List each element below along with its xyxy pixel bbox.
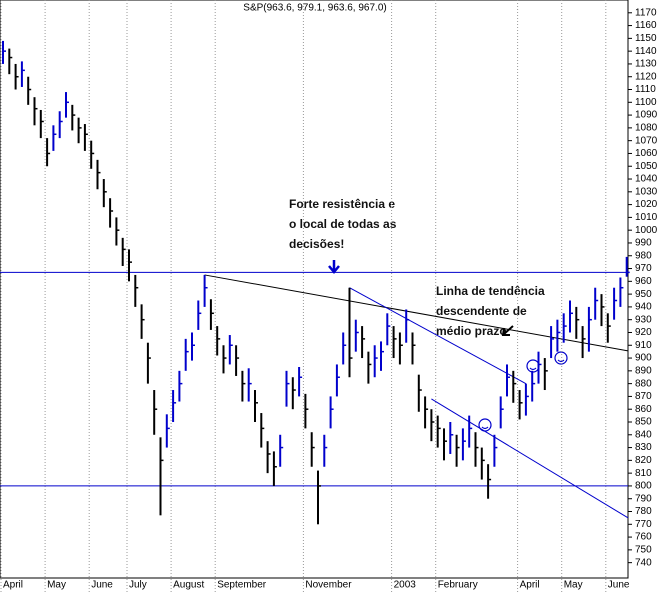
x-tick-label: June	[91, 580, 113, 591]
y-tick-label: 980	[635, 250, 652, 261]
y-tick-label: 920	[635, 327, 652, 338]
x-tick-label: May	[47, 580, 66, 591]
x-tick-label: June	[608, 580, 630, 591]
x-tick-label: July	[129, 580, 147, 591]
y-tick-label: 1010	[635, 212, 658, 223]
y-tick-label: 810	[635, 468, 652, 479]
y-tick-label: 1140	[635, 46, 657, 57]
y-tick-label: 1050	[635, 161, 658, 172]
y-tick-label: 1100	[635, 97, 657, 108]
y-tick-label: 990	[635, 238, 652, 249]
plot-frame	[0, 0, 629, 579]
y-tick-label: 1160	[635, 20, 657, 31]
y-tick-label: 950	[635, 289, 652, 300]
y-tick-label: 1070	[635, 135, 658, 146]
y-tick-label: 790	[635, 493, 652, 504]
x-tick-label: August	[173, 580, 204, 591]
y-tick-label: 970	[635, 263, 652, 274]
y-tick-label: 800	[635, 481, 652, 492]
annotation: descendente de	[436, 304, 527, 318]
y-tick-label: 750	[635, 545, 652, 556]
annotation: médio prazo	[436, 324, 507, 338]
annotation: Linha de tendência	[436, 284, 545, 298]
x-tick-label: April	[520, 580, 540, 591]
y-tick-label: 1120	[635, 71, 657, 82]
annotation: decisões!	[289, 237, 344, 251]
y-tick-label: 760	[635, 532, 652, 543]
x-tick-label: May	[564, 580, 583, 591]
y-tick-label: 1030	[635, 186, 658, 197]
y-tick-label: 770	[635, 519, 652, 530]
y-tick-label: 1110	[635, 84, 656, 95]
y-tick-label: 860	[635, 404, 652, 415]
x-tick-label: November	[305, 580, 352, 591]
y-tick-label: 850	[635, 417, 652, 428]
trend-line	[431, 398, 629, 519]
y-tick-label: 1090	[635, 110, 658, 121]
y-tick-label: 780	[635, 506, 652, 517]
y-tick-label: 1080	[635, 123, 658, 134]
x-tick-label: April	[3, 580, 23, 591]
x-tick-label: February	[438, 580, 478, 591]
y-tick-label: 930	[635, 314, 652, 325]
y-tick-label: 910	[635, 340, 652, 351]
y-tick-label: 1170	[635, 7, 657, 18]
chart-title: S&P(963.6, 979.1, 963.6, 967.0)	[243, 3, 386, 14]
annotation: Forte resistência e	[289, 197, 395, 211]
annotation: o local de todas as	[289, 217, 397, 231]
y-tick-label: 890	[635, 365, 652, 376]
y-tick-label: 1020	[635, 199, 658, 210]
y-tick-label: 1060	[635, 148, 658, 159]
y-tick-label: 1040	[635, 174, 658, 185]
x-tick-label: 2003	[394, 580, 417, 591]
y-tick-label: 820	[635, 455, 652, 466]
y-tick-label: 1000	[635, 225, 658, 236]
y-tick-label: 870	[635, 391, 652, 402]
y-tick-label: 880	[635, 378, 652, 389]
y-tick-label: 740	[635, 557, 652, 568]
y-tick-label: 900	[635, 353, 652, 364]
y-tick-label: 840	[635, 429, 652, 440]
arrow-left	[501, 325, 514, 336]
y-tick-label: 1150	[635, 33, 657, 44]
y-tick-label: 960	[635, 276, 652, 287]
trend-line	[349, 287, 527, 385]
y-tick-label: 1130	[635, 59, 657, 70]
y-tick-label: 940	[635, 302, 652, 313]
x-tick-label: September	[217, 580, 267, 591]
y-tick-label: 830	[635, 442, 652, 453]
